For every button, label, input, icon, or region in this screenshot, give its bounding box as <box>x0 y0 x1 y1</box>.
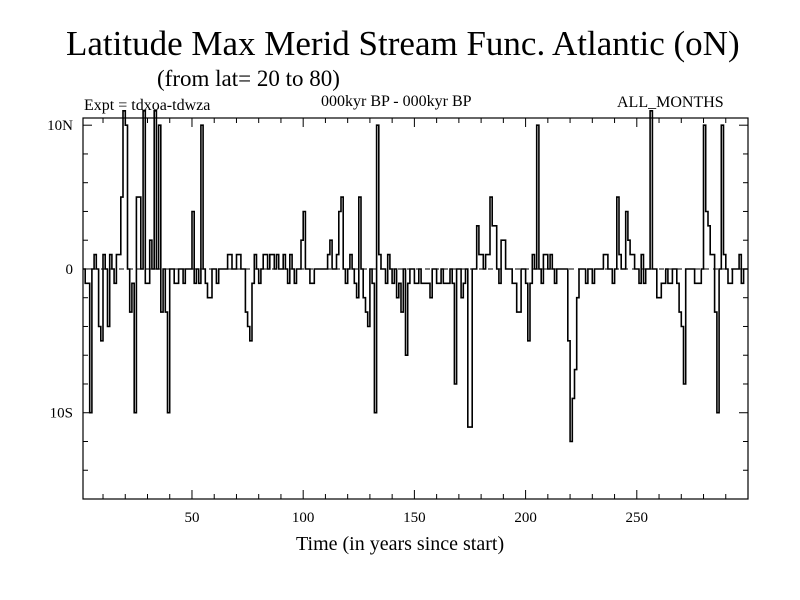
x-tick-label: 250 <box>626 510 649 526</box>
stream-function-series-line <box>83 110 748 443</box>
x-tick-label: 100 <box>292 510 315 526</box>
y-tick-label: 0 <box>66 262 74 278</box>
y-tick-label: 10S <box>50 406 73 422</box>
x-tick-label: 150 <box>403 510 426 526</box>
experiment-label: Expt = tdxoa-tdwza <box>84 97 211 114</box>
x-tick-label: 50 <box>184 510 199 526</box>
y-tick-label: 10N <box>47 118 73 134</box>
chart-title: Latitude Max Merid Stream Func. Atlantic… <box>66 24 740 63</box>
period-label: 000kyr BP - 000kyr BP <box>321 93 472 110</box>
x-tick-label: 200 <box>514 510 537 526</box>
x-axis-label: Time (in years since start) <box>296 533 505 555</box>
months-label: ALL_MONTHS <box>617 94 724 111</box>
tick-labels: 50 100 150 200 250 10N 0 10S <box>47 118 648 526</box>
plot-frame <box>82 117 749 500</box>
chart-subtitle: (from lat= 20 to 80) <box>157 66 340 91</box>
axis-ticks <box>83 118 748 499</box>
